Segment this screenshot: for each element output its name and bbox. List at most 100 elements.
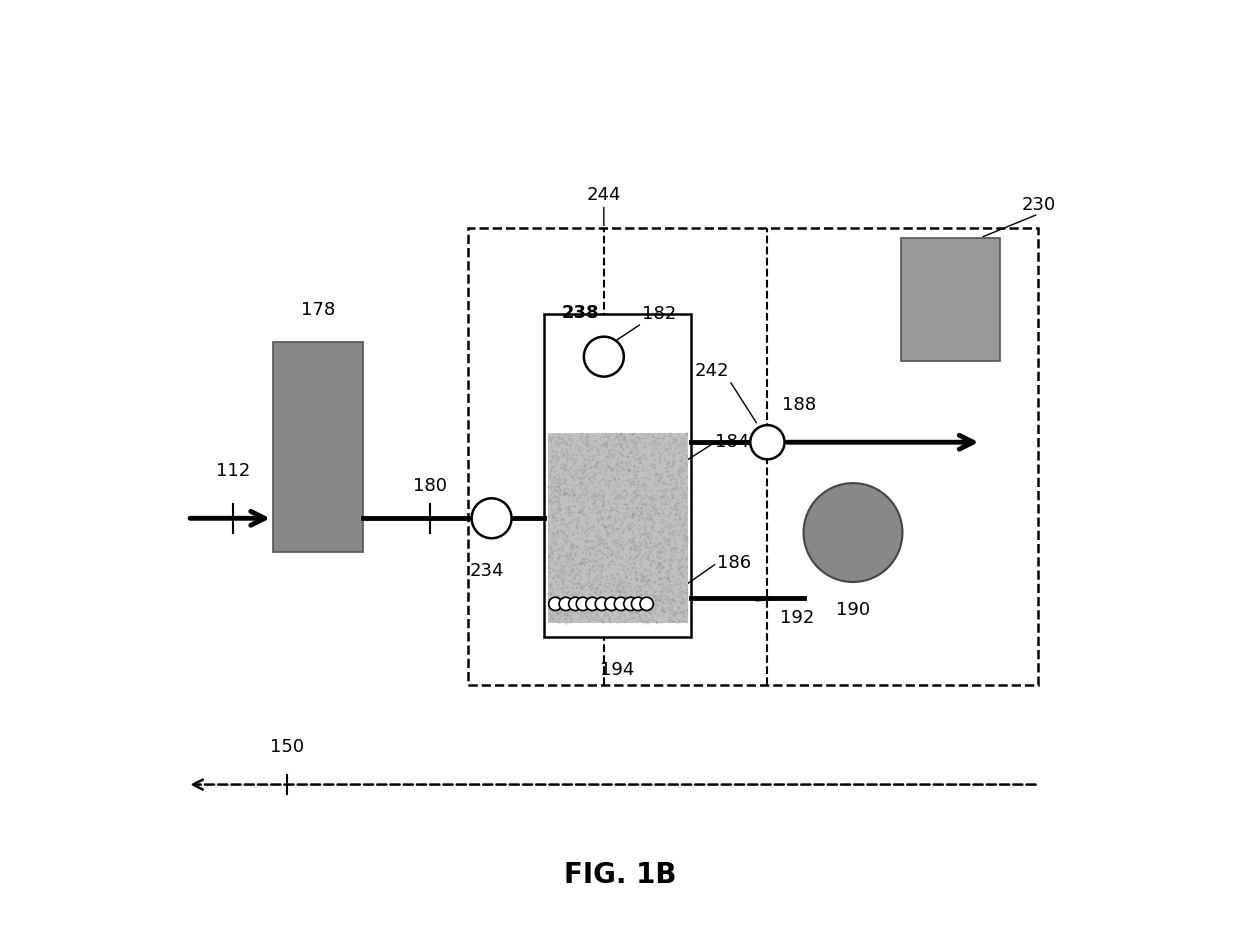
Point [667, 437, 687, 452]
Point [614, 584, 634, 599]
Point [619, 520, 639, 535]
Point [609, 600, 629, 615]
Point [547, 449, 567, 464]
Point [596, 549, 616, 564]
Point [563, 486, 583, 501]
Point [645, 447, 665, 462]
Point [560, 437, 580, 453]
Point [546, 506, 565, 521]
Point [634, 570, 653, 585]
Point [666, 433, 686, 448]
Point [557, 608, 577, 623]
Point [572, 502, 591, 517]
Point [601, 588, 621, 603]
Point [585, 546, 605, 561]
Point [541, 564, 560, 579]
Point [634, 525, 653, 540]
Point [626, 491, 646, 506]
Point [606, 466, 626, 481]
Point [670, 605, 689, 620]
Point [671, 466, 691, 481]
Point [675, 485, 694, 500]
Point [562, 433, 582, 448]
Point [621, 611, 641, 626]
Point [668, 613, 688, 629]
Point [624, 534, 644, 550]
Point [548, 467, 568, 482]
Point [635, 496, 655, 512]
Point [634, 447, 653, 462]
Point [676, 447, 696, 462]
Point [647, 550, 667, 565]
Point [649, 559, 668, 574]
Point [559, 499, 579, 514]
Point [556, 457, 575, 473]
Point [554, 475, 574, 490]
Point [676, 539, 696, 554]
Point [590, 482, 610, 497]
Point [650, 565, 670, 580]
Point [646, 467, 666, 482]
Point [549, 589, 569, 604]
Point [647, 535, 667, 551]
Point [556, 437, 575, 452]
Point [579, 520, 599, 535]
Point [588, 600, 608, 615]
Point [672, 518, 692, 534]
Point [649, 592, 668, 608]
Point [557, 436, 577, 451]
Point [657, 571, 677, 586]
Point [652, 545, 672, 560]
Point [538, 592, 558, 607]
Point [646, 614, 666, 630]
Point [642, 445, 662, 460]
Point [644, 522, 663, 537]
Point [629, 452, 649, 467]
Point [557, 607, 577, 622]
Point [539, 455, 559, 470]
Point [626, 436, 646, 451]
Point [662, 525, 682, 540]
Point [598, 539, 618, 554]
Point [650, 435, 670, 450]
Point [543, 611, 563, 626]
Point [616, 571, 636, 586]
Point [591, 550, 611, 565]
Point [626, 600, 646, 615]
Point [604, 532, 624, 547]
Point [606, 428, 626, 443]
Point [551, 555, 570, 571]
Point [572, 554, 591, 570]
Point [626, 468, 646, 483]
Point [625, 483, 645, 498]
Point [578, 477, 598, 493]
Point [660, 495, 680, 511]
Point [595, 476, 615, 492]
Point [589, 464, 609, 479]
Point [645, 574, 665, 590]
Point [645, 589, 665, 604]
Point [557, 553, 577, 569]
Point [624, 591, 644, 606]
Point [663, 447, 683, 462]
Point [546, 437, 565, 453]
Point [575, 528, 595, 543]
Point [635, 573, 655, 588]
Point [578, 461, 598, 476]
Point [552, 515, 572, 531]
Point [624, 432, 644, 447]
Point [601, 583, 621, 598]
Point [665, 608, 684, 623]
Point [625, 536, 645, 552]
Point [542, 492, 562, 507]
Point [585, 584, 605, 599]
Point [584, 434, 604, 449]
Point [551, 506, 570, 521]
Point [599, 611, 619, 626]
Point [600, 556, 620, 572]
Point [625, 605, 645, 620]
Point [599, 613, 619, 629]
Point [616, 586, 636, 601]
Point [556, 603, 575, 618]
Point [675, 512, 694, 527]
